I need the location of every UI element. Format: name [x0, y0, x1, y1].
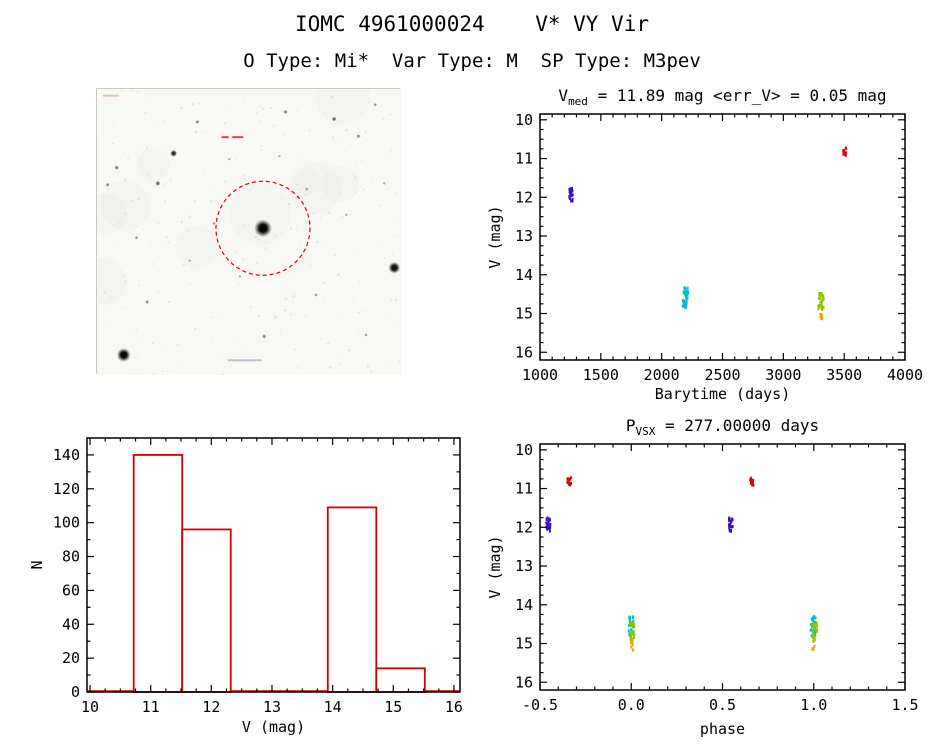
histogram-bars	[87, 454, 460, 693]
y-tick-label: 13	[515, 557, 533, 575]
x-tick-label: 11	[142, 698, 160, 716]
phase-panel: PVSX = 277.00000 days -0.5 0.0 0.5 1.0 1.5 10…	[450, 410, 944, 747]
histogram-panel: 10 11 12 13 14 15 16 0 20 40 60 80 100 120 140 V (mag)…	[15, 420, 480, 747]
background-noise	[97, 89, 401, 375]
x-tick-label: 3500	[826, 366, 862, 384]
y-tick-label: 40	[62, 615, 80, 633]
y-tick-label: 15	[515, 305, 533, 323]
y-tick-label: 12	[515, 188, 533, 206]
scatter-points	[568, 146, 848, 321]
phase-plot: -0.5 0.0 0.5 1.0 1.5 10 11 12 13 14 15 16	[515, 441, 919, 714]
x-tick-label: 0.5	[709, 696, 736, 714]
x-tick-label: 0.0	[618, 696, 645, 714]
y-tick-label: 11	[515, 480, 533, 498]
x-tick-label: 2500	[704, 366, 740, 384]
lightcurve-title: Vmed = 11.89 mag <err_V> = 0.05 mag	[520, 86, 925, 108]
lightcurve-ylabel: V (mag)	[486, 205, 504, 269]
y-tick-label: 11	[515, 150, 533, 168]
sky-background	[97, 89, 401, 375]
finding-chart-image	[97, 89, 401, 375]
x-tick-label: 1000	[522, 366, 558, 384]
axes	[539, 443, 906, 691]
y-tick-label: 10	[515, 111, 533, 129]
axes	[86, 437, 461, 693]
y-tick-label: 12	[515, 518, 533, 536]
phase-title-rest: = 277.00000 days	[655, 416, 820, 435]
y-tick-label: 140	[53, 446, 80, 464]
phase-title-sub: VSX	[635, 425, 656, 439]
phase-title: PVSX = 277.00000 days	[540, 416, 905, 438]
x-tick-label: 1500	[583, 366, 619, 384]
y-tick-label: 14	[515, 266, 533, 284]
x-tick-label: 3000	[765, 366, 801, 384]
x-tick-label: -0.5	[522, 696, 558, 714]
histogram-plot: 10 11 12 13 14 15 16 0 20 40 60 80 100 120 140	[53, 437, 463, 716]
y-tick-label: 10	[515, 441, 533, 459]
y-tick-label: 16	[515, 673, 533, 691]
x-tick-label: 15	[384, 698, 402, 716]
finding-chart-panel	[96, 88, 401, 375]
y-tick-label: 120	[53, 480, 80, 498]
x-tick-label: 2000	[644, 366, 680, 384]
plate-annotation-marks	[103, 94, 262, 362]
page-subtitle: O Type: Mi* Var Type: M SP Type: M3pev	[243, 50, 701, 72]
x-tick-label: 1.0	[800, 696, 827, 714]
phase-xlabel: phase	[699, 720, 746, 738]
scatter-points	[545, 476, 818, 652]
x-tick-label: 10	[81, 698, 99, 716]
y-tick-label: 0	[71, 683, 80, 701]
y-tick-label: 100	[53, 514, 80, 532]
y-tick-label: 14	[515, 596, 533, 614]
target-circle	[215, 180, 311, 276]
lightcurve-panel: Vmed = 11.89 mag <err_V> = 0.05 mag 1000…	[450, 84, 944, 414]
y-tick-label: 15	[515, 635, 533, 653]
phase-title-pre: P	[625, 416, 636, 435]
page-title: IOMC 4961000024 V* VY Vir	[294, 12, 649, 36]
phase-ylabel: V (mag)	[486, 535, 504, 599]
y-tick-label: 16	[515, 343, 533, 361]
y-tick-label: 60	[62, 581, 80, 599]
lightcurve-plot: 1000 1500 2000 2500 3000 3500 4000 10 11 12 13 14 15…	[515, 111, 923, 384]
x-tick-label: 13	[263, 698, 281, 716]
axes	[539, 113, 906, 361]
x-tick-label: 1.5	[891, 696, 918, 714]
x-tick-label: 16	[445, 698, 463, 716]
lightcurve-title-pre: V	[558, 86, 569, 105]
lightcurve-title-sub: med	[568, 95, 588, 109]
x-tick-label: 14	[324, 698, 342, 716]
y-tick-label: 20	[62, 649, 80, 667]
y-tick-label: 13	[515, 227, 533, 245]
histogram-ylabel: N	[28, 560, 46, 570]
x-tick-label: 4000	[887, 366, 923, 384]
stars	[105, 102, 401, 362]
y-tick-label: 80	[62, 548, 80, 566]
lightcurve-title-rest: = 11.89 mag <err_V> = 0.05 mag	[587, 86, 887, 105]
histogram-xlabel: V (mag)	[241, 718, 306, 736]
lightcurve-xlabel: Barytime (days)	[654, 385, 791, 403]
x-tick-label: 12	[202, 698, 220, 716]
